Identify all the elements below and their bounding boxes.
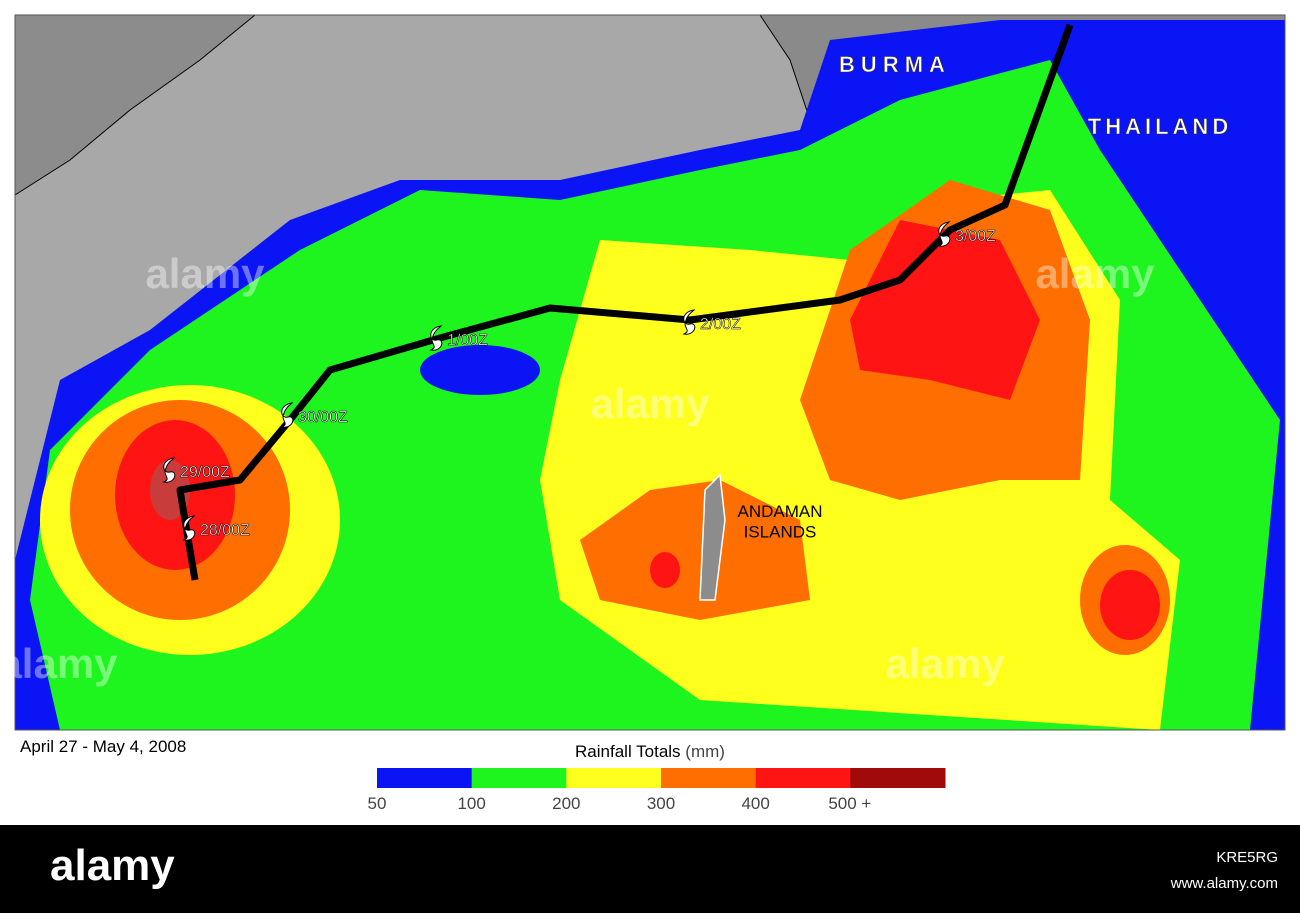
legend: Rainfall Totals (mm) 50 100 200 300 400 500 + bbox=[368, 742, 946, 813]
rain-400 bbox=[850, 220, 1040, 400]
rain-300 bbox=[580, 480, 810, 620]
legend-swatch bbox=[471, 768, 567, 788]
storm-time: 29/00Z bbox=[180, 464, 230, 481]
storm-time: 1/00Z bbox=[447, 332, 488, 349]
legend-swatch bbox=[661, 768, 757, 788]
storm-markers: 28/00Z 29/00Z 30/00Z 1/00Z 2/00Z 3/00Z bbox=[162, 221, 996, 541]
watermark: alamy bbox=[0, 640, 118, 687]
storm-symbol bbox=[182, 515, 196, 541]
legend-tick: 100 bbox=[457, 794, 485, 813]
storm-time: 3/00Z bbox=[955, 228, 996, 245]
watermark: alamy bbox=[145, 250, 265, 297]
rain-400 bbox=[1100, 570, 1160, 640]
watermark: alamy bbox=[1035, 250, 1155, 297]
storm-track bbox=[176, 23, 1074, 581]
storm-symbol bbox=[280, 402, 294, 428]
text-line: ISLANDS bbox=[744, 522, 817, 541]
footer-brand: alamy bbox=[50, 841, 175, 890]
legend-title-text: Rainfall Totals bbox=[575, 742, 681, 761]
watermark: alamy bbox=[590, 380, 710, 427]
storm-time: 30/00Z bbox=[298, 409, 348, 426]
footer-bar bbox=[0, 825, 1300, 913]
text-line: ANDAMAN bbox=[737, 502, 822, 521]
legend-swatch bbox=[850, 768, 946, 788]
legend-swatch bbox=[377, 768, 473, 788]
image-id: KRE5RG bbox=[1216, 849, 1278, 866]
storm-symbol bbox=[162, 457, 176, 483]
legend-tick: 400 bbox=[741, 794, 769, 813]
legend-unit: (mm) bbox=[685, 742, 725, 761]
country-label: BURMA bbox=[839, 52, 951, 77]
map-frame bbox=[14, 14, 1286, 731]
storm-time: 2/00Z bbox=[700, 316, 741, 333]
legend-tick: 200 bbox=[552, 794, 580, 813]
date-range: April 27 - May 4, 2008 bbox=[20, 737, 186, 756]
storm-time: 28/00Z bbox=[200, 522, 250, 539]
footer-url: www.alamy.com bbox=[1170, 875, 1278, 892]
andaman-islands bbox=[699, 473, 726, 601]
map: BURMA THAILAND ANDAMAN ISLANDS bbox=[14, 14, 1286, 731]
legend-tick: 300 bbox=[647, 794, 675, 813]
storm-symbol bbox=[682, 309, 696, 335]
storm-symbol bbox=[937, 221, 951, 247]
watermark: alamy bbox=[885, 640, 1005, 687]
storm-symbol bbox=[429, 325, 443, 351]
rain-400 bbox=[650, 552, 680, 588]
rain-50 bbox=[420, 345, 540, 395]
legend-swatch bbox=[566, 768, 662, 788]
legend-swatch bbox=[755, 768, 851, 788]
island-label: ANDAMAN ISLANDS bbox=[737, 502, 822, 541]
watermarks: alamy alamy alamy alamy alamy bbox=[0, 250, 1155, 687]
legend-title: Rainfall Totals (mm) bbox=[575, 742, 725, 761]
legend-tick: 500 + bbox=[828, 794, 871, 813]
country-label: THAILAND bbox=[1088, 114, 1232, 139]
legend-tick: 50 bbox=[368, 794, 387, 813]
